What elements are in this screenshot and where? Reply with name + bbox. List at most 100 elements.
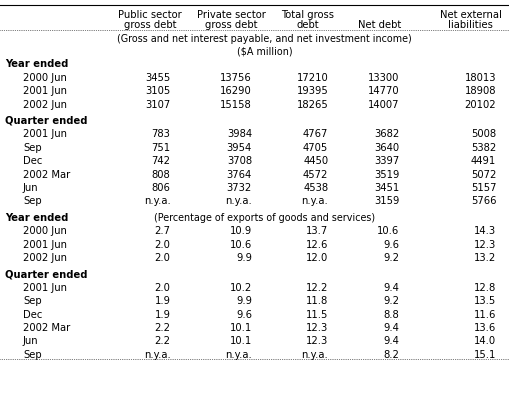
Text: n.y.a.: n.y.a. (301, 349, 328, 359)
Text: Net debt: Net debt (358, 20, 401, 30)
Text: 11.8: 11.8 (306, 295, 328, 305)
Text: 9.6: 9.6 (236, 309, 252, 319)
Text: 17210: 17210 (297, 73, 328, 83)
Text: 3105: 3105 (145, 86, 171, 96)
Text: 9.4: 9.4 (384, 322, 400, 332)
Text: Quarter ended: Quarter ended (5, 116, 88, 126)
Text: 14007: 14007 (368, 100, 400, 109)
Text: 3451: 3451 (374, 183, 400, 192)
Text: liabilities: liabilities (448, 20, 493, 30)
Text: 10.1: 10.1 (230, 322, 252, 332)
Text: 2.7: 2.7 (155, 225, 171, 235)
Text: 10.1: 10.1 (230, 336, 252, 346)
Text: 18265: 18265 (297, 100, 328, 109)
Text: Jun: Jun (23, 336, 39, 346)
Text: Dec: Dec (23, 156, 42, 166)
Text: 5072: 5072 (471, 169, 496, 179)
Text: 9.9: 9.9 (236, 295, 252, 305)
Text: Quarter ended: Quarter ended (5, 269, 88, 279)
Text: 9.4: 9.4 (384, 282, 400, 292)
Text: 2001 Jun: 2001 Jun (23, 282, 67, 292)
Text: 2.0: 2.0 (155, 239, 171, 249)
Text: Sep: Sep (23, 196, 42, 206)
Text: 18908: 18908 (465, 86, 496, 96)
Text: 14770: 14770 (368, 86, 400, 96)
Text: 3397: 3397 (374, 156, 400, 166)
Text: Year ended: Year ended (5, 212, 69, 222)
Text: 808: 808 (152, 169, 171, 179)
Text: 2000 Jun: 2000 Jun (23, 73, 67, 83)
Text: 2.0: 2.0 (155, 282, 171, 292)
Text: 4767: 4767 (303, 129, 328, 139)
Text: 742: 742 (152, 156, 171, 166)
Text: 14.0: 14.0 (474, 336, 496, 346)
Text: 2.2: 2.2 (155, 322, 171, 332)
Text: 16290: 16290 (220, 86, 252, 96)
Text: 14.3: 14.3 (474, 225, 496, 235)
Text: 9.4: 9.4 (384, 336, 400, 346)
Text: 2.0: 2.0 (155, 252, 171, 262)
Text: 10.6: 10.6 (377, 225, 400, 235)
Text: 10.9: 10.9 (230, 225, 252, 235)
Text: 9.2: 9.2 (384, 295, 400, 305)
Text: 12.2: 12.2 (306, 282, 328, 292)
Text: Private sector: Private sector (197, 10, 266, 20)
Text: 13.2: 13.2 (474, 252, 496, 262)
Text: 3682: 3682 (374, 129, 400, 139)
Text: 8.2: 8.2 (384, 349, 400, 359)
Text: ($A million): ($A million) (237, 46, 293, 56)
Text: 4572: 4572 (303, 169, 328, 179)
Text: 2.2: 2.2 (155, 336, 171, 346)
Text: n.y.a.: n.y.a. (144, 196, 171, 206)
Text: 13.6: 13.6 (474, 322, 496, 332)
Text: 3984: 3984 (227, 129, 252, 139)
Text: 2002 Jun: 2002 Jun (23, 100, 67, 109)
Text: 15158: 15158 (220, 100, 252, 109)
Text: 2002 Mar: 2002 Mar (23, 322, 70, 332)
Text: 15.1: 15.1 (474, 349, 496, 359)
Text: 3732: 3732 (227, 183, 252, 192)
Text: gross debt: gross debt (124, 20, 177, 30)
Text: 10.2: 10.2 (230, 282, 252, 292)
Text: 13300: 13300 (368, 73, 400, 83)
Text: 3954: 3954 (227, 142, 252, 152)
Text: 13756: 13756 (220, 73, 252, 83)
Text: 3455: 3455 (145, 73, 171, 83)
Text: 783: 783 (152, 129, 171, 139)
Text: (Gross and net interest payable, and net investment income): (Gross and net interest payable, and net… (117, 34, 412, 44)
Text: 19395: 19395 (297, 86, 328, 96)
Text: 12.6: 12.6 (306, 239, 328, 249)
Text: 4491: 4491 (471, 156, 496, 166)
Text: Dec: Dec (23, 309, 42, 319)
Text: 10.6: 10.6 (230, 239, 252, 249)
Text: 3708: 3708 (227, 156, 252, 166)
Text: 3159: 3159 (374, 196, 400, 206)
Text: 3764: 3764 (227, 169, 252, 179)
Text: debt: debt (297, 20, 319, 30)
Text: n.y.a.: n.y.a. (225, 196, 252, 206)
Text: 12.8: 12.8 (474, 282, 496, 292)
Text: 2001 Jun: 2001 Jun (23, 239, 67, 249)
Text: 3519: 3519 (374, 169, 400, 179)
Text: Sep: Sep (23, 349, 42, 359)
Text: 11.6: 11.6 (474, 309, 496, 319)
Text: n.y.a.: n.y.a. (144, 349, 171, 359)
Text: 5157: 5157 (471, 183, 496, 192)
Text: 12.3: 12.3 (306, 336, 328, 346)
Text: n.y.a.: n.y.a. (301, 196, 328, 206)
Text: 1.9: 1.9 (155, 309, 171, 319)
Text: 3107: 3107 (145, 100, 171, 109)
Text: Sep: Sep (23, 295, 42, 305)
Text: 5008: 5008 (471, 129, 496, 139)
Text: 8.8: 8.8 (384, 309, 400, 319)
Text: 3640: 3640 (375, 142, 400, 152)
Text: Total gross: Total gross (281, 10, 334, 20)
Text: 751: 751 (151, 142, 171, 152)
Text: 2002 Mar: 2002 Mar (23, 169, 70, 179)
Text: 9.9: 9.9 (236, 252, 252, 262)
Text: 12.0: 12.0 (306, 252, 328, 262)
Text: 806: 806 (152, 183, 171, 192)
Text: 20102: 20102 (465, 100, 496, 109)
Text: 12.3: 12.3 (306, 322, 328, 332)
Text: 2001 Jun: 2001 Jun (23, 129, 67, 139)
